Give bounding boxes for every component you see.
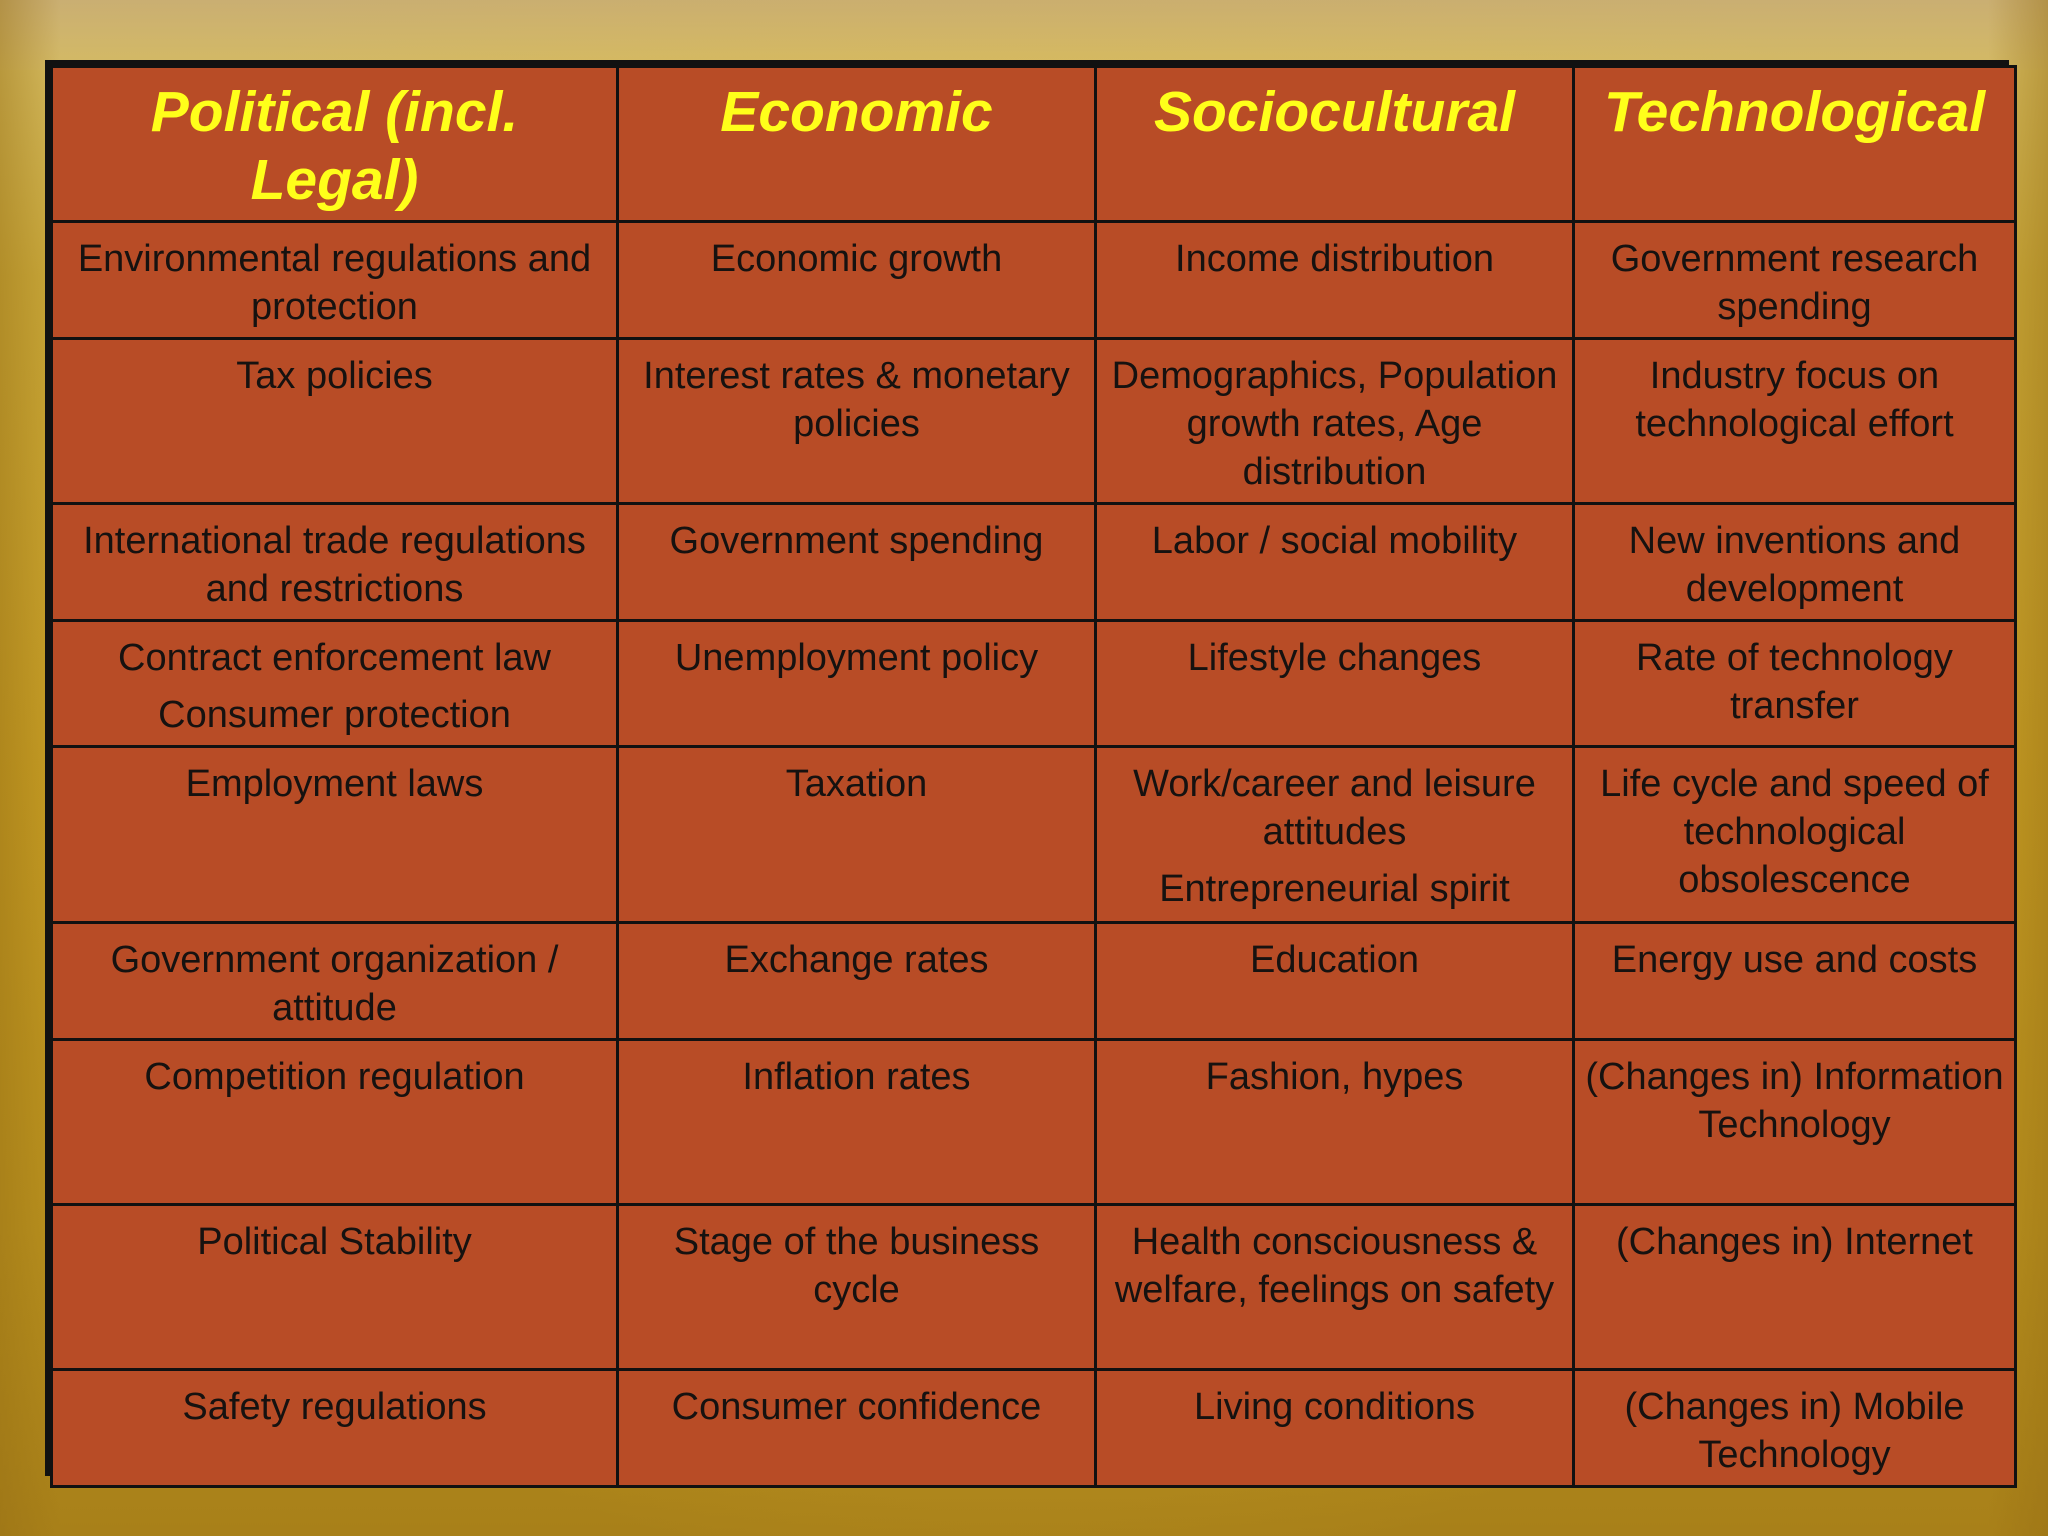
cell-text: Interest rates & monetary policies [643, 355, 1070, 445]
slide-background-texture [0, 0, 2048, 70]
cell-sociocultural: Income distribution [1094, 220, 1575, 340]
cell-sociocultural: Labor / social mobility [1094, 502, 1575, 622]
table-row: Government organization / attitude Exchan… [50, 921, 2017, 1041]
cell-text: Education [1249, 939, 1419, 981]
cell-text: Health consciousness & welfare, feelings… [1114, 1221, 1555, 1311]
cell-text: Safety regulations [182, 1386, 487, 1428]
cell-text: Environmental regulations and protection [77, 238, 592, 328]
cell-text: Rate of technology transfer [1636, 637, 1953, 727]
cell-text: Fashion, hypes [1205, 1056, 1464, 1098]
cell-text: Entrepreneurial spirit [1159, 868, 1510, 910]
cell-text: Industry focus on technological effort [1635, 355, 1954, 445]
cell-technological: (Changes in) Internet [1572, 1203, 2017, 1371]
header-technological: Technological [1572, 65, 2017, 223]
cell-technological: Energy use and costs [1572, 921, 2017, 1041]
cell-text: Competition regulation [144, 1056, 525, 1098]
cell-text: (Changes in) Information Technology [1585, 1056, 2004, 1146]
cell-political: Government organization / attitude [50, 921, 619, 1041]
cell-sociocultural: Health consciousness & welfare, feelings… [1094, 1203, 1575, 1371]
cell-political: Competition regulation [50, 1038, 619, 1206]
cell-text: Demographics, Population growth rates, A… [1111, 355, 1558, 493]
cell-text: Contract enforcement law [118, 637, 551, 679]
cell-technological: Life cycle and speed of technological ob… [1572, 745, 2017, 924]
cell-text: Government organization / attitude [110, 939, 559, 1029]
cell-sociocultural: Education [1094, 921, 1575, 1041]
table-row: Competition regulation Inflation rates Fas… [50, 1038, 2017, 1206]
header-political: Political (incl. Legal) [50, 65, 619, 223]
pest-analysis-table: Political (incl. Legal) Economic Sociocu… [50, 65, 2017, 1488]
cell-political: Tax policies [50, 337, 619, 505]
cell-political: Environmental regulations and protection [50, 220, 619, 340]
cell-text: Labor / social mobility [1151, 520, 1518, 562]
cell-economic: Economic growth [616, 220, 1097, 340]
cell-text: Economic growth [710, 238, 1003, 280]
cell-text: Consumer protection [158, 694, 511, 736]
cell-text: Living conditions [1194, 1386, 1475, 1428]
table-header-row: Political (incl. Legal) Economic Sociocu… [50, 65, 2017, 223]
cell-text: International trade regulations and rest… [83, 520, 586, 610]
cell-political: Safety regulations [50, 1368, 619, 1488]
cell-sociocultural: Lifestyle changes [1094, 619, 1575, 748]
cell-text: Government research spending [1610, 238, 1979, 328]
table-body: Environmental regulations and protection… [50, 220, 2017, 1488]
cell-text: Unemployment policy [674, 637, 1039, 679]
cell-text: Exchange rates [724, 939, 989, 981]
cell-sociocultural: Demographics, Population growth rates, A… [1094, 337, 1575, 505]
cell-text: Government spending [669, 520, 1044, 562]
table-row: Tax policies Interest rates & monetary po… [50, 337, 2017, 505]
cell-political: Contract enforcement law Consumer protect… [50, 619, 619, 748]
cell-text: Tax policies [236, 355, 433, 397]
cell-technological: New inventions and development [1572, 502, 2017, 622]
cell-technological: Government research spending [1572, 220, 2017, 340]
cell-economic: Interest rates & monetary policies [616, 337, 1097, 505]
cell-text: Work/career and leisure attitudes [1133, 763, 1536, 853]
cell-technological: (Changes in) Mobile Technology [1572, 1368, 2017, 1488]
cell-text: Consumer confidence [671, 1386, 1042, 1428]
cell-political: Political Stability [50, 1203, 619, 1371]
cell-economic: Unemployment policy [616, 619, 1097, 748]
cell-text: Energy use and costs [1611, 939, 1978, 981]
cell-text: Taxation [785, 763, 928, 805]
pest-table-container: Political (incl. Legal) Economic Sociocu… [45, 60, 2017, 1488]
table-row: Employment laws Taxation Work/career and l… [50, 745, 2017, 924]
cell-technological: Industry focus on technological effort [1572, 337, 2017, 505]
cell-text: (Changes in) Internet [1616, 1221, 1973, 1263]
table-row: Environmental regulations and protection… [50, 220, 2017, 340]
table-row: Safety regulations Consumer confidence Liv… [50, 1368, 2017, 1488]
cell-economic: Stage of the business cycle [616, 1203, 1097, 1371]
cell-text: Life cycle and speed of technological ob… [1600, 763, 1989, 901]
header-economic: Economic [616, 65, 1097, 223]
cell-text: Political Stability [197, 1221, 472, 1263]
table-row: Political Stability Stage of the business… [50, 1203, 2017, 1371]
table-row: Contract enforcement law Consumer protect… [50, 619, 2017, 748]
cell-technological: (Changes in) Information Technology [1572, 1038, 2017, 1206]
cell-sociocultural: Living conditions [1094, 1368, 1575, 1488]
cell-text: Inflation rates [742, 1056, 971, 1098]
cell-economic: Exchange rates [616, 921, 1097, 1041]
cell-text: Income distribution [1175, 238, 1494, 280]
cell-text: Lifestyle changes [1187, 637, 1482, 679]
cell-text: New inventions and development [1628, 520, 1961, 610]
cell-economic: Consumer confidence [616, 1368, 1097, 1488]
cell-sociocultural: Work/career and leisure attitudes Entrepr… [1094, 745, 1575, 924]
cell-economic: Inflation rates [616, 1038, 1097, 1206]
cell-text: Stage of the business cycle [673, 1221, 1040, 1311]
cell-text: (Changes in) Mobile Technology [1624, 1386, 1965, 1476]
cell-political: Employment laws [50, 745, 619, 924]
cell-economic: Government spending [616, 502, 1097, 622]
cell-sociocultural: Fashion, hypes [1094, 1038, 1575, 1206]
cell-technological: Rate of technology transfer [1572, 619, 2017, 748]
header-sociocultural: Sociocultural [1094, 65, 1575, 223]
cell-text: Employment laws [185, 763, 484, 805]
cell-political: International trade regulations and rest… [50, 502, 619, 622]
cell-economic: Taxation [616, 745, 1097, 924]
table-row: International trade regulations and rest… [50, 502, 2017, 622]
